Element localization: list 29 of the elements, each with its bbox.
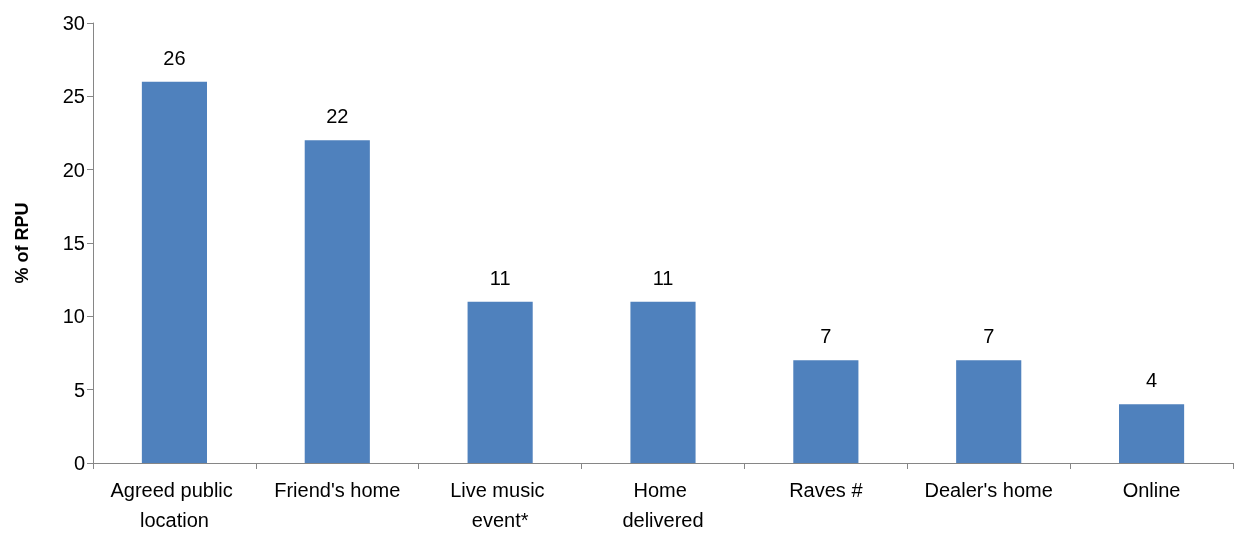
data-label: 7 [820,325,832,348]
x-tick-label: Online [1122,479,1181,501]
data-label: 11 [489,266,511,289]
data-label: 11 [652,266,674,289]
y-tick-label: 0 [73,452,85,474]
y-tick-label: 30 [62,12,85,34]
y-tick-label: 20 [62,158,85,181]
x-tick-label: Dealer's home [924,479,1053,501]
data-label: 26 [163,46,186,69]
x-tick-label: Live music event* [450,479,551,531]
bar [793,360,859,463]
bar [956,360,1022,463]
y-tick-label: 10 [62,305,85,328]
y-tick-label: 15 [62,232,85,254]
data-label: 4 [1146,369,1158,392]
bar [467,301,533,463]
x-tick-label: Agreed public location [110,479,239,531]
x-tick-label: Raves # [789,479,864,501]
y-tick-label: 5 [73,378,85,401]
y-tick-label: 25 [62,85,85,108]
bar [304,140,370,463]
x-tick-label: Home delivered [622,479,704,531]
bar [1119,404,1185,463]
x-tick-label: Friend's home [274,479,401,501]
data-label: 7 [983,325,995,348]
data-label: 22 [326,105,349,128]
y-axis-title: % of RPU [12,202,32,284]
bar [141,81,207,463]
bar [630,301,696,463]
